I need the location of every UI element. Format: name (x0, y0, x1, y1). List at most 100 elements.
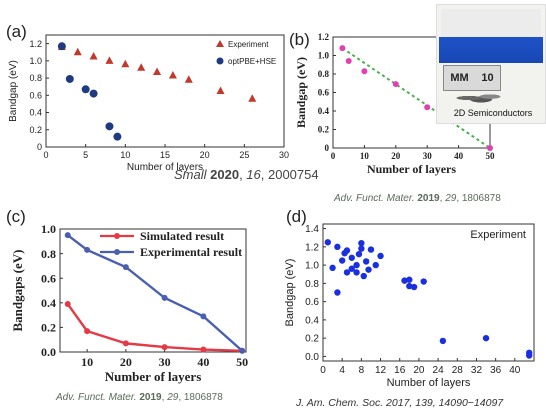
data-point (84, 328, 91, 335)
y-tick-label: 1.4 (305, 224, 319, 235)
citation-a-volume: 16 (246, 167, 261, 182)
x-tick-label: 10 (360, 151, 370, 161)
x-tick-label: 5 (83, 150, 88, 160)
x-tick-label: 10 (81, 355, 93, 369)
blue-tape-image (439, 37, 543, 63)
y-axis-label: Bandgap (eV) (284, 259, 296, 327)
y-tick-label: 0.4 (305, 315, 319, 326)
x-tick-label: 30 (159, 355, 171, 369)
panel-label-c: (c) (6, 207, 26, 226)
x-tick-label: 32 (471, 365, 483, 376)
data-point (105, 56, 114, 64)
citation-a: Small 2020, 16, 2000754 (174, 167, 319, 182)
data-point (57, 42, 66, 51)
data-point (343, 269, 351, 276)
data-point (334, 289, 341, 296)
data-point (239, 347, 246, 354)
x-tick-label: 0 (331, 151, 336, 161)
x-tick-label: 15 (160, 150, 170, 160)
data-point (89, 52, 98, 60)
series-line (66, 303, 243, 352)
panel-label-b: (b) (289, 30, 310, 49)
x-tick-label: 30 (279, 150, 289, 160)
data-point (372, 261, 379, 269)
citation-c-journal: Adv. Funct. Mater. (56, 392, 137, 403)
x-tick-label: 24 (433, 365, 445, 376)
x-tick-label: 20 (413, 365, 425, 376)
y-tick-label: 1.2 (305, 242, 319, 253)
data-point (122, 264, 129, 271)
y-tick-label: 1.0 (41, 222, 56, 236)
y-tick-label: 1.0 (305, 261, 319, 272)
x-tick-label: 20 (391, 151, 401, 161)
citation-a-journal: Small (174, 167, 207, 182)
data-point (345, 58, 352, 65)
legend-label: optPBE+HSE (228, 57, 276, 66)
data-point (84, 246, 91, 253)
ruler-num-text: 10 (481, 72, 494, 84)
series-line (67, 234, 243, 352)
x-tick-label: 4 (339, 365, 345, 376)
data-point (343, 247, 351, 254)
y-tick-label: 0.2 (29, 125, 42, 135)
citation-b-volume: 29 (445, 193, 457, 204)
data-point (406, 282, 413, 290)
x-tick-label: 20 (120, 355, 132, 369)
y-axis-label: Bandgap (eV) (8, 60, 19, 122)
legend-label: Experimental result (140, 245, 242, 259)
data-point (365, 266, 372, 273)
data-point (64, 232, 71, 239)
y-tick-label: 1.0 (29, 56, 42, 66)
data-point (392, 81, 399, 88)
y-tick-label: 0.8 (318, 69, 330, 79)
panel-label-d: (d) (286, 207, 307, 226)
y-tick-label: 0.4 (41, 296, 56, 310)
y-tick-label: 0.8 (305, 279, 319, 290)
data-point (137, 63, 146, 71)
citation-b-year: 2019 (417, 193, 440, 204)
data-point (184, 75, 193, 83)
data-point (113, 132, 122, 141)
y-tick-label: 0 (325, 143, 330, 153)
data-point (168, 70, 177, 79)
legend-marker (216, 40, 224, 47)
citation-a-pages: , 2000754 (260, 167, 319, 182)
y-tick-label: 0.8 (41, 247, 56, 261)
sample-photo: MM 10 2D Semiconductors (436, 4, 546, 124)
data-point (348, 265, 355, 272)
annotation-label: Experiment (470, 229, 526, 241)
data-point (401, 277, 408, 284)
x-tick-label: 40 (509, 365, 521, 376)
citation-b: Adv. Funct. Mater. 2019, 29, 1806878 (334, 193, 501, 204)
data-point (329, 264, 336, 272)
plot-frame-c (59, 228, 247, 353)
citation-b-pages: , 1806878 (456, 193, 501, 204)
photo-caption: 2D Semiconductors (453, 108, 533, 118)
y-tick-label: 1.2 (318, 32, 330, 42)
data-point (339, 45, 346, 52)
y-tick-label: 0.6 (305, 297, 319, 308)
data-point (410, 283, 418, 291)
y-tick-label: 0 (37, 142, 42, 152)
x-tick-label: 20 (200, 150, 210, 160)
legend-label: Simulated result (140, 229, 224, 243)
y-axis-label: Bandgaps (eV) (10, 250, 25, 332)
data-point (424, 104, 431, 111)
x-tick-label: 50 (236, 355, 248, 369)
data-point (200, 313, 207, 320)
y-tick-label: 0.4 (29, 108, 42, 118)
y-axis-label: Bandgap (eV) (294, 57, 308, 128)
x-tick-label: 40 (454, 151, 464, 161)
x-tick-label: 16 (394, 365, 406, 376)
ruler-label: MM 10 (443, 65, 501, 91)
x-axis-label: Number of layers (105, 369, 202, 384)
data-point (406, 276, 413, 283)
data-point (358, 239, 365, 247)
flakes-image (451, 91, 511, 105)
citation-c-volume: 29 (167, 392, 179, 403)
y-tick-label: 0.6 (29, 90, 42, 100)
y-tick-label: 0.0 (305, 352, 319, 363)
data-point (334, 243, 341, 251)
